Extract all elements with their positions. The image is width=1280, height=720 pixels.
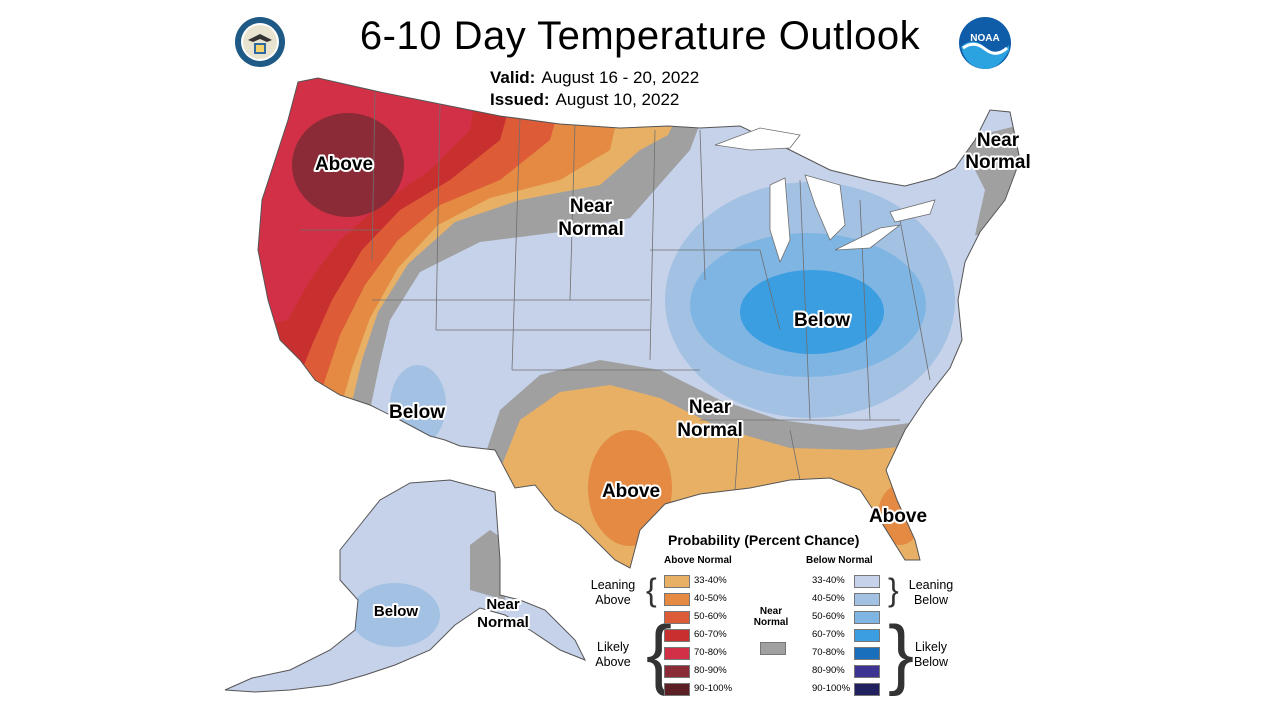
label-near-northeast-line1: Near [977, 130, 1020, 151]
legend-above-range: 70-80% [694, 647, 727, 658]
legend-below-swatch [854, 683, 880, 696]
region-above-texas [588, 430, 672, 546]
legend-below-range: 70-80% [812, 647, 845, 658]
legend-below-swatch [854, 647, 880, 660]
legend-likely-below: Likely Below [913, 640, 949, 669]
legend-below-swatch [854, 665, 880, 678]
legend-below-swatch [854, 629, 880, 642]
legend-below-range: 33-40% [812, 575, 845, 586]
commerce-seal-icon [235, 17, 285, 67]
valid-value: August 16 - 20, 2022 [541, 68, 700, 87]
legend-below-header: Below Normal [806, 555, 873, 566]
legend-above-swatch [664, 683, 690, 696]
valid-line: Valid: August 16 - 20, 2022 [490, 68, 699, 88]
legend-above-swatch [664, 647, 690, 660]
legend-below-swatch [854, 593, 880, 606]
noaa-text: NOAA [970, 33, 999, 44]
legend-near-normal-swatch [760, 642, 786, 655]
legend-below-swatch [854, 611, 880, 624]
label-below-midwest: Below [794, 310, 850, 331]
brace-likely-below: } [888, 609, 915, 697]
label-above-northwest: Above [315, 154, 373, 175]
legend-below-range: 40-50% [812, 593, 845, 604]
legend-leaning-below: Leaning Below [908, 578, 954, 607]
legend-above-header: Above Normal [664, 555, 732, 566]
legend-above-swatch [664, 593, 690, 606]
state-boundaries [300, 91, 931, 491]
legend-below-range: 50-60% [812, 611, 845, 622]
legend-above-swatch [664, 575, 690, 588]
legend-leaning-above: Leaning Above [590, 578, 636, 607]
region-ak-below-40 [350, 583, 440, 647]
brace-leaning-below: } [888, 572, 899, 608]
legend-likely-above: Likely Above [595, 640, 631, 669]
legend: Probability (Percent Chance) Above Norma… [580, 530, 980, 710]
label-near-alaska-line2: Normal [477, 614, 529, 631]
alaska-region [225, 480, 585, 692]
label-above-florida: Above [869, 506, 927, 527]
noaa-logo-icon: NOAA [959, 17, 1011, 70]
legend-below-swatch [854, 575, 880, 588]
issued-label: Issued: [490, 90, 550, 109]
legend-below-range: 60-70% [812, 629, 845, 640]
legend-below-range: 90-100% [812, 683, 851, 694]
issued-line: Issued: August 10, 2022 [490, 90, 679, 110]
region-below-60 [740, 270, 884, 354]
label-near-alaska-line1: Near [486, 596, 520, 613]
label-near-south-line1: Near [689, 397, 732, 418]
label-below-southwest: Below [389, 402, 445, 423]
legend-near-normal-label: Near Normal [753, 606, 789, 628]
legend-title: Probability (Percent Chance) [668, 532, 860, 548]
region-ak-near-normal [470, 530, 505, 600]
legend-above-range: 80-90% [694, 665, 727, 676]
region-above-80 [292, 113, 404, 217]
label-near-plains-line1: Near [570, 196, 613, 217]
label-near-south-line2: Normal [677, 420, 742, 441]
brace-leaning-above: { [646, 572, 657, 608]
legend-above-range: 40-50% [694, 593, 727, 604]
label-below-alaska: Below [374, 603, 419, 620]
legend-above-range: 50-60% [694, 611, 727, 622]
legend-below-range: 80-90% [812, 665, 845, 676]
legend-above-range: 60-70% [694, 629, 727, 640]
label-near-plains-line2: Normal [558, 219, 623, 240]
alaska-outline [224, 479, 587, 693]
legend-above-range: 90-100% [694, 683, 733, 694]
label-above-texas: Above [602, 481, 660, 502]
great-lakes [714, 127, 936, 264]
region-near-normal-northeast [960, 120, 1020, 240]
legend-above-range: 33-40% [694, 575, 727, 586]
legend-above-swatch [664, 665, 690, 678]
valid-label: Valid: [490, 68, 536, 87]
label-near-northeast-line2: Normal [965, 152, 1030, 173]
conus-outline [257, 77, 1021, 569]
legend-above-swatch [664, 629, 690, 642]
legend-above-swatch [664, 611, 690, 624]
page-title: 6-10 Day Temperature Outlook [359, 14, 921, 58]
issued-value: August 10, 2022 [555, 90, 680, 109]
